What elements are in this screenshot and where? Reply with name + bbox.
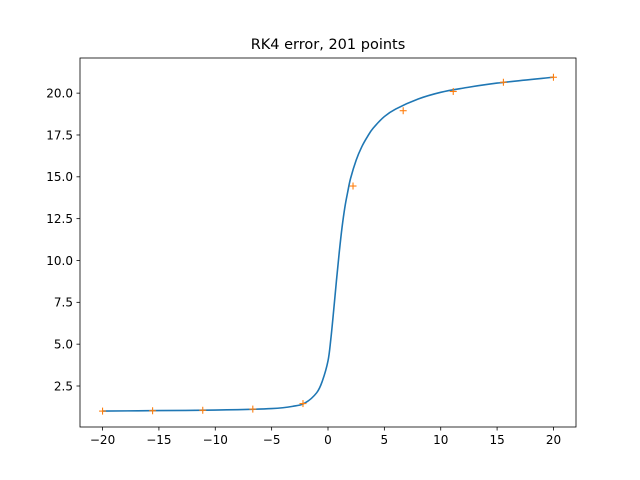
- marker-layer: [99, 73, 557, 415]
- data-point-marker: [349, 182, 357, 190]
- x-tick-label: 10: [433, 433, 448, 447]
- data-point-marker: [199, 406, 207, 414]
- x-tick-label: 15: [489, 433, 504, 447]
- x-tick-label: 20: [546, 433, 561, 447]
- x-tick-label: −15: [146, 433, 171, 447]
- x-tick-label: −10: [203, 433, 228, 447]
- y-axis: 2.5 5.0 7.5 10.0 12.5 15.0 17.5 20.0: [46, 86, 80, 393]
- data-point-marker: [399, 107, 407, 115]
- x-tick-label: −5: [263, 433, 281, 447]
- y-tick-label: 2.5: [54, 379, 73, 393]
- y-tick-label: 20.0: [46, 86, 73, 100]
- data-point-marker: [549, 73, 557, 81]
- x-tick-label: 5: [381, 433, 389, 447]
- series-layer: [102, 76, 554, 412]
- x-tick-label: 0: [324, 433, 332, 447]
- y-tick-label: 7.5: [54, 296, 73, 310]
- series-line-0: [102, 76, 554, 412]
- x-tick-label: −20: [90, 433, 115, 447]
- chart-title: RK4 error, 201 points: [251, 37, 406, 53]
- plot-frame: [79, 57, 577, 428]
- data-point-marker: [149, 407, 157, 415]
- y-tick-label: 17.5: [46, 128, 73, 142]
- data-point-marker: [299, 400, 307, 408]
- data-point-marker: [499, 78, 507, 86]
- y-tick-label: 10.0: [46, 254, 73, 268]
- y-tick-label: 12.5: [46, 212, 73, 226]
- y-tick-label: 15.0: [46, 170, 73, 184]
- data-point-marker: [99, 407, 107, 415]
- y-tick-label: 5.0: [54, 337, 73, 351]
- data-point-marker: [249, 405, 257, 413]
- data-point-marker: [449, 87, 457, 95]
- x-axis: −20 −15 −10 −5 0 5 10 15 20: [90, 427, 561, 447]
